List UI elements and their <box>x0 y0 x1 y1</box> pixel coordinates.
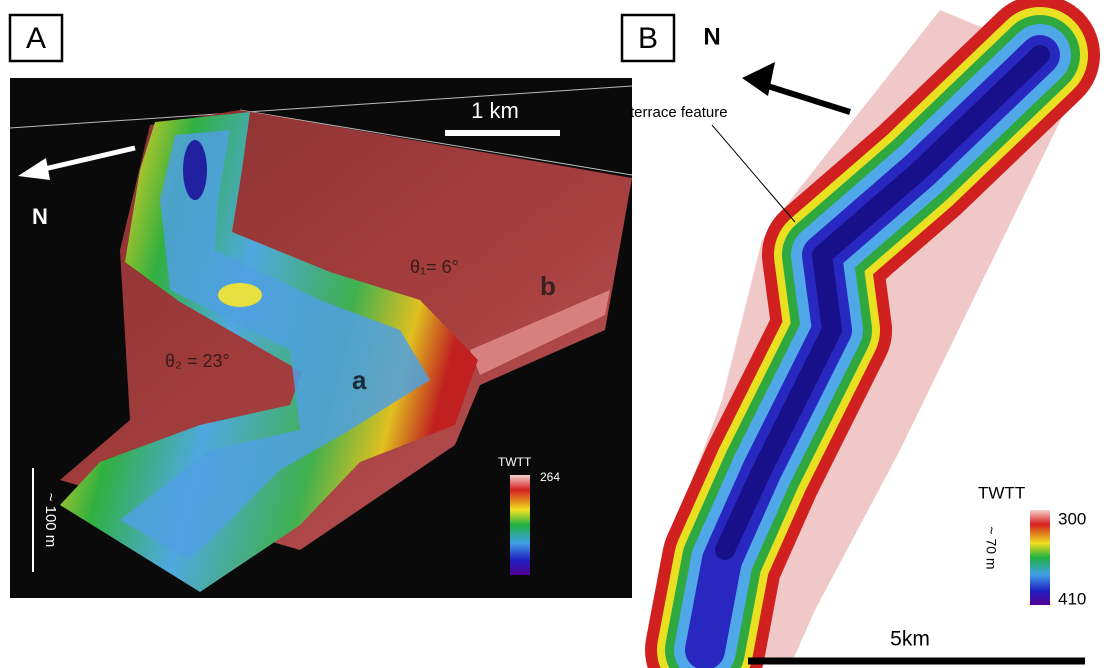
colorbar-min: 410 <box>1058 589 1086 608</box>
annotation: b <box>540 271 556 301</box>
channel <box>645 0 1100 668</box>
band-deep <box>715 45 1050 560</box>
panel-a: 1 km N θ₁= 6° b θ₂ = 23° a ~ 100 m TWTT … <box>9 78 633 598</box>
panel-label: B <box>638 22 658 55</box>
channel-floor <box>120 130 430 560</box>
mound <box>218 283 262 307</box>
panel-b: N terrace feature TWTT 300 410 ~ 70 m 5k… <box>630 0 1100 668</box>
channel-b <box>470 290 610 375</box>
north-arrow-head <box>18 158 50 180</box>
panel-label-box <box>8 13 64 63</box>
north-arrow <box>39 145 136 173</box>
north-arrow <box>754 79 851 115</box>
vertical-scale-label: ~ 70 m <box>983 526 999 569</box>
annotation: a <box>352 365 367 395</box>
panel-label: A <box>26 22 46 55</box>
scale-label: 5km <box>890 628 930 651</box>
annotation: terrace feature <box>630 104 728 121</box>
deep-area <box>183 140 207 200</box>
north-label: N <box>32 204 48 229</box>
vertical-scale-label: ~ 100 m <box>42 493 59 548</box>
north-label: N <box>703 23 720 50</box>
colorbar <box>510 475 530 575</box>
colorbar-title: TWTT <box>978 483 1025 502</box>
colorbar <box>1030 510 1050 605</box>
leader-line <box>711 124 796 223</box>
annotation: θ₂ = 23° <box>165 351 230 371</box>
scale-label: 1 km <box>471 98 519 123</box>
colorbar-max: 264 <box>540 470 560 484</box>
frame-line <box>9 85 633 129</box>
frame-line <box>239 109 633 176</box>
colorbar-max: 300 <box>1058 509 1086 528</box>
north-arrow-head <box>742 62 775 96</box>
colorbar-title: TWTT <box>498 455 532 469</box>
panel-label-box <box>620 13 676 63</box>
annotation: θ₁= 6° <box>410 257 459 277</box>
